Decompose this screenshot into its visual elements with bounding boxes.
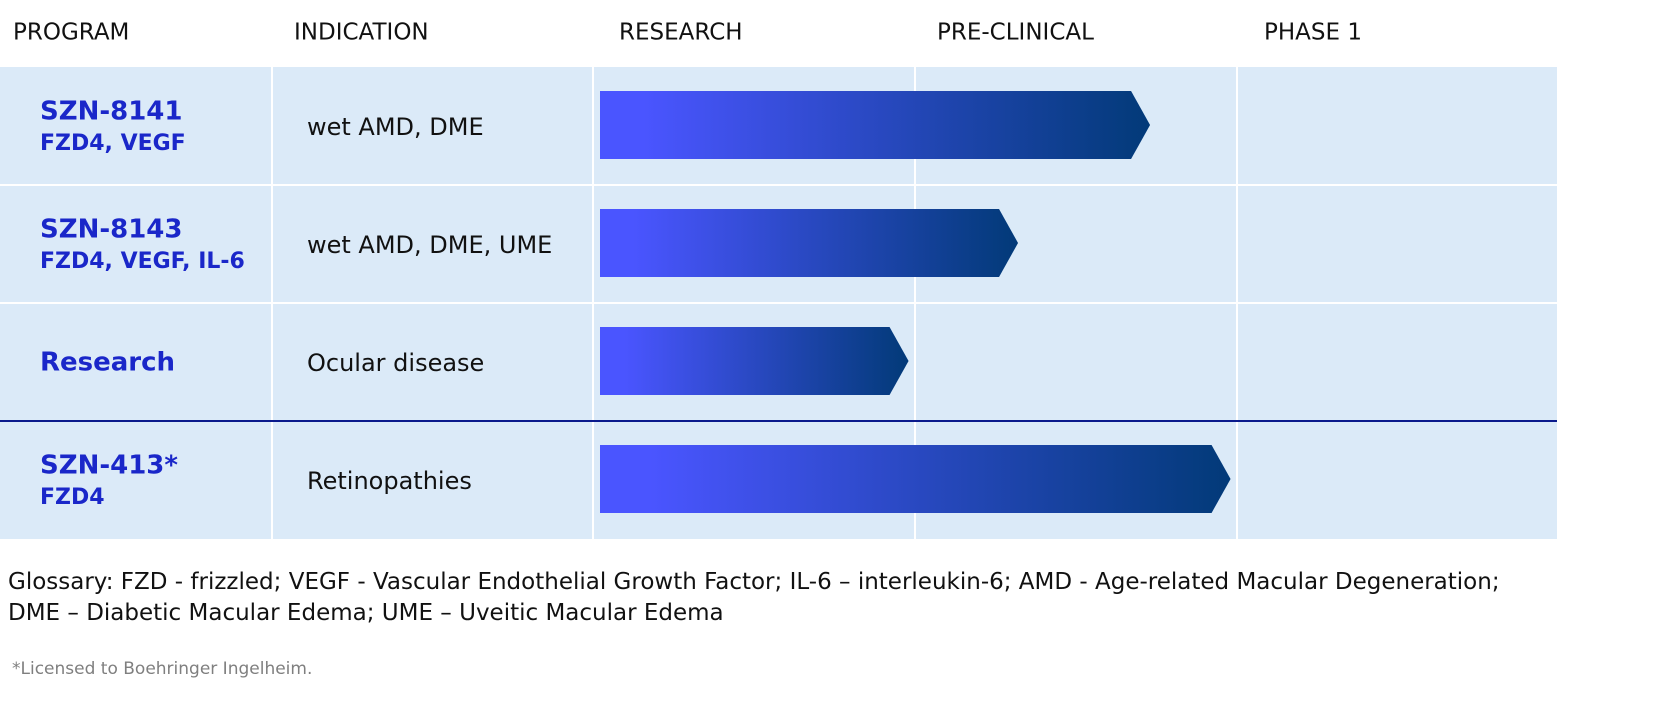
- progress-bar: [600, 209, 1019, 277]
- program-name: SZN-8143: [40, 215, 183, 245]
- program-name: Research: [40, 348, 175, 378]
- indication-label: Ocular disease: [307, 349, 484, 377]
- indication-label: Retinopathies: [307, 467, 472, 495]
- glossary-line: Glossary: FZD - frizzled; VEGF - Vascula…: [8, 569, 1500, 595]
- column-header: PROGRAM: [13, 20, 129, 46]
- progress-bar: [600, 91, 1151, 159]
- program-targets: FZD4, VEGF, IL-6: [40, 249, 245, 274]
- column-header: PRE-CLINICAL: [937, 20, 1094, 46]
- progress-bar: [600, 327, 909, 395]
- column-header: INDICATION: [294, 20, 429, 46]
- indication-label: wet AMD, DME, UME: [307, 231, 552, 259]
- program-name: SZN-8141: [40, 97, 183, 127]
- program-targets: FZD4: [40, 485, 105, 510]
- footnote: *Licensed to Boehringer Ingelheim.: [12, 659, 313, 679]
- glossary: Glossary: FZD - frizzled; VEGF - Vascula…: [8, 567, 1500, 629]
- program-name: SZN-413*: [40, 451, 178, 481]
- column-header: RESEARCH: [619, 20, 743, 46]
- indication-label: wet AMD, DME: [307, 113, 484, 141]
- column-header: PHASE 1: [1264, 20, 1362, 46]
- pipeline-chart: PROGRAM INDICATION RESEARCH PRE-CLINICAL PHA…: [0, 20, 1557, 539]
- glossary-line: DME – Diabetic Macular Edema; UME – Uvei…: [8, 600, 724, 626]
- progress-bar: [600, 445, 1231, 513]
- program-targets: FZD4, VEGF: [40, 131, 186, 156]
